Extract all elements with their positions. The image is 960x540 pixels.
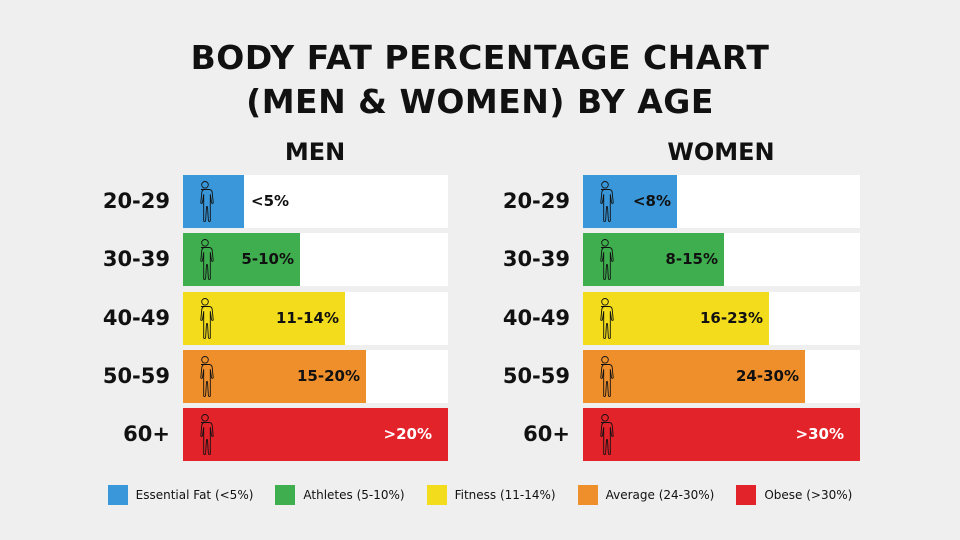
legend-label: Fitness (11-14%) [454,488,556,502]
legend-item: Fitness (11-14%) [426,485,556,505]
person-silhouette-icon [595,413,615,456]
age-label: 40-49 [102,306,170,330]
person-silhouette-icon [595,238,615,281]
person-silhouette-icon [595,355,615,398]
bar-value-label: 15-20% [296,367,360,385]
bar [583,233,724,286]
bar [183,233,300,286]
bar-value-label: 8-15% [665,250,718,268]
legend-label: Obese (>30%) [764,488,853,502]
bar-track: 5-10% [183,233,448,286]
bar-value-label: 11-14% [275,309,339,327]
age-label: 60+ [523,422,570,446]
legend-swatch [275,485,296,505]
bar [183,175,244,228]
bar [583,292,769,345]
bar-track: >30% [583,408,860,461]
legend-label: Athletes (5-10%) [303,488,405,502]
legend-swatch [426,485,447,505]
bar-track: 15-20% [183,350,448,403]
person-silhouette-icon [595,297,615,340]
bar [183,350,366,403]
bar-value-label: 5-10% [241,250,294,268]
legend-swatch [736,485,757,505]
person-silhouette-icon [195,413,215,456]
bar-track: >20% [183,408,448,461]
chart-title-line2: (MEN & WOMEN) BY AGE [246,82,714,121]
age-label: 50-59 [102,364,170,388]
legend-item: Essential Fat (<5%) [107,485,254,505]
legend-label: Average (24-30%) [605,488,715,502]
legend-swatch [577,485,598,505]
person-silhouette-icon [195,297,215,340]
bar [183,292,345,345]
legend-item: Athletes (5-10%) [275,485,405,505]
panel-title-men: MEN [284,138,346,166]
panel-title-women: WOMEN [667,138,775,166]
age-label: 50-59 [502,364,570,388]
legend-label: Essential Fat (<5%) [135,488,254,502]
age-label: 40-49 [502,306,570,330]
bar [183,408,448,461]
bar-value-label: >30% [795,425,844,443]
bar-track: <8% [583,175,860,228]
bar-value-label: 24-30% [735,367,799,385]
bar-track: 8-15% [583,233,860,286]
age-label: 20-29 [502,189,570,213]
bar [583,175,677,228]
bar [583,350,805,403]
person-silhouette-icon [595,180,615,223]
age-label: 30-39 [102,247,170,271]
bar-value-label: <8% [632,192,671,210]
legend-swatch [107,485,128,505]
person-silhouette-icon [195,355,215,398]
bar [583,408,860,461]
chart-title-line1: BODY FAT PERCENTAGE CHART [190,38,770,77]
person-silhouette-icon [195,180,215,223]
age-label: 20-29 [102,189,170,213]
bar-track: <5% [183,175,448,228]
age-label: 60+ [123,422,170,446]
legend-item: Obese (>30%) [736,485,852,505]
bar-track: 11-14% [183,292,448,345]
bar-value-label: 16-23% [699,309,763,327]
bar-value-label: <5% [251,192,290,210]
bar-track: 24-30% [583,350,860,403]
bar-track: 16-23% [583,292,860,345]
bar-value-label: >20% [383,425,432,443]
age-label: 30-39 [502,247,570,271]
person-silhouette-icon [195,238,215,281]
legend-item: Average (24-30%) [577,485,715,505]
legend: Essential Fat (<5%) Athletes (5-10%) Fitne… [0,485,960,505]
